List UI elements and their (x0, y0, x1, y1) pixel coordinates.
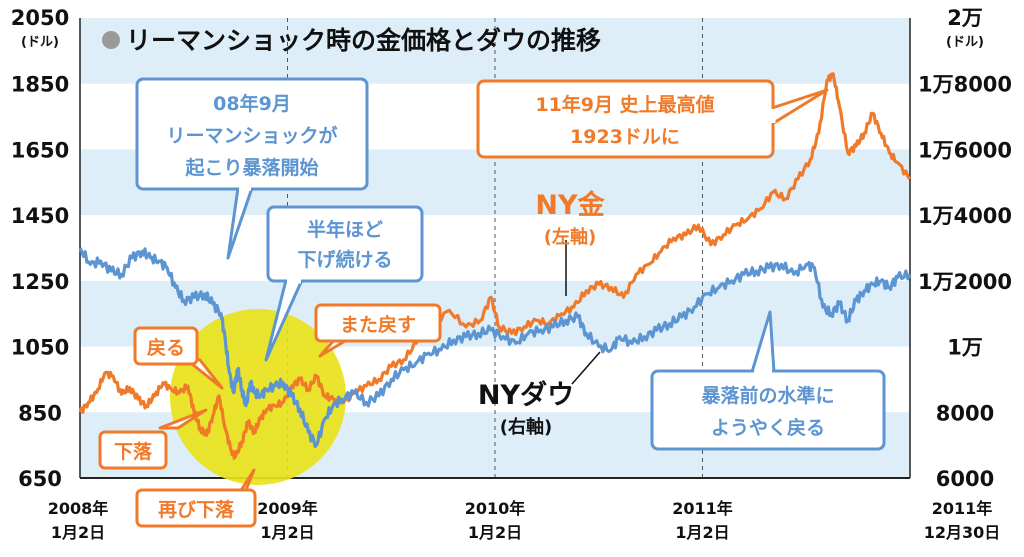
annotation-modoru-text: 戻る (147, 336, 185, 359)
right-axis-tick-label: 1万 (947, 336, 983, 360)
annotation-mata: また戻す (314, 303, 442, 358)
right-axis-tick-label: 8000 (936, 401, 994, 425)
left-axis-tick-label: 1250 (11, 270, 69, 294)
left-axis-tick-label: 1850 (11, 73, 69, 97)
annotation-peak: 11年9月 史上最高値 1923ドルに (476, 79, 829, 159)
left-axis-tick-label: 1450 (11, 204, 69, 228)
left-axis-tick-label: 1050 (11, 336, 69, 360)
dow-series-name: NYダウ (478, 379, 574, 411)
annotation-recover: 暴落前の水準に ようやく戻る (650, 310, 886, 451)
left-axis-tick-label: 1650 (11, 138, 69, 162)
title-bullet-icon (102, 31, 120, 49)
left-axis-tick-label: 850 (18, 401, 62, 425)
x-axis-tick-year: 2008年 (48, 499, 109, 518)
annotation-mata-text: また戻す (340, 313, 416, 336)
annotation-lehman-line3: 起こり暴落開始 (184, 156, 318, 179)
annotation-peak-line2: 1923ドルに (570, 126, 680, 148)
annotation-futatabi-text: 再び下落 (158, 498, 235, 521)
right-axis-tick-label: 1万8000 (918, 73, 1012, 97)
annotation-geraku: 下落 (98, 408, 208, 470)
left-axis-tick-label: 650 (18, 467, 62, 491)
x-axis-tick-year: 2009年 (257, 499, 318, 518)
right-axis-tick-label: 1万6000 (918, 138, 1012, 162)
x-axis-tick-date: 12月30日 (924, 523, 1001, 542)
annotation-recover-line1: 暴落前の水準に (701, 384, 834, 407)
gold-series-name: NY金 (535, 189, 605, 221)
annotation-half-year-line2: 下げ続ける (297, 248, 392, 271)
annotation-recover-line2: ようやく戻る (711, 416, 825, 439)
left-axis: 2050 (ドル) 1850 1650 1450 1250 1050 850 650 (11, 6, 69, 491)
series-label-dow: NYダウ (右軸) (478, 351, 601, 438)
left-axis-unit: (ドル) (21, 35, 59, 50)
x-axis-tick-year: 2011年 (672, 499, 733, 518)
x-axis-tick-year: 2011年 (932, 499, 993, 518)
dow-series-axis-note: (右軸) (500, 416, 552, 438)
series-line-dow (78, 247, 912, 449)
annotation-lehman-line1: 08年9月 (213, 92, 291, 115)
right-axis-unit: (ドル) (946, 35, 984, 50)
annotation-futatabi: 再び下落 (135, 468, 257, 528)
series-label-gold: NY金 (左軸) (535, 189, 606, 296)
annotation-geraku-text: 下落 (114, 440, 153, 463)
x-axis-tick-year: 2010年 (465, 499, 526, 518)
right-axis-top-label: 2万 (947, 6, 983, 30)
chart-title: リーマンショック時の金価格とダウの推移 (126, 26, 601, 55)
x-axis-tick-date: 1月2日 (468, 523, 522, 542)
right-axis-tick-label: 6000 (936, 467, 994, 491)
annotation-modoru: 戻る (133, 326, 224, 390)
gold-series-axis-note: (左軸) (544, 226, 596, 248)
annotation-lehman: 08年9月 リーマンショックが 起こり暴落開始 (135, 77, 369, 260)
x-axis-tick-date: 1月2日 (51, 523, 105, 542)
annotation-half-year-line1: 半年ほど (307, 218, 383, 241)
annotation-peak-line1: 11年9月 史上最高値 (535, 93, 714, 116)
x-axis-tick-date: 1月2日 (260, 523, 314, 542)
annotation-lehman-line2: リーマンショックが (166, 124, 337, 147)
left-axis-top-label: 2050 (11, 6, 69, 30)
right-axis-tick-label: 1万4000 (918, 204, 1012, 228)
x-axis: 2008年 1月2日 2009年 1月2日 2010年 1月2日 2011年 1月2日 2011… (48, 499, 1001, 542)
annotation-half-year: 半年ほど 下げ続ける (264, 205, 424, 362)
right-axis-tick-label: 1万2000 (918, 270, 1012, 294)
x-axis-tick-date: 1月2日 (675, 523, 729, 542)
